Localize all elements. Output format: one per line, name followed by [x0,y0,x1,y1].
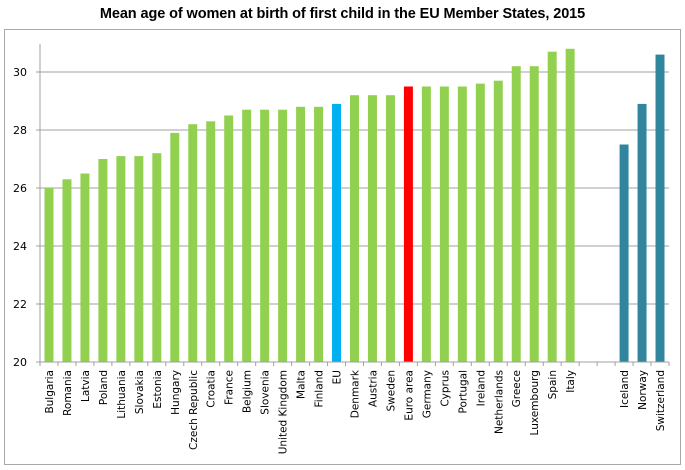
bar-united-kingdom [278,109,288,362]
bar-cyprus [439,86,449,362]
bar-finland [314,106,324,362]
bar-slovenia [260,109,270,362]
bars [44,48,665,363]
bar-hungary [170,132,180,362]
bar-poland [98,159,108,362]
x-tick-label: Latvia [80,370,92,402]
x-tick-label: Hungary [170,370,182,415]
x-tick-label: Iceland [619,370,631,408]
bar-denmark [350,95,359,362]
axes [36,44,670,366]
x-tick-label: Switzerland [655,370,667,431]
bar-france [224,115,234,362]
chart-frame [4,29,681,465]
y-tick-label: 20 [13,356,27,369]
x-tick-label: Greece [511,370,523,407]
x-tick-label: Estonia [152,370,164,409]
x-tick-label: Luxembourg [529,370,541,435]
x-tick-label: Bulgaria [44,370,56,414]
bar-estonia [152,153,162,362]
bar-malta [296,106,306,362]
bar-romania [62,179,72,362]
x-tick-label: Czech Republic [188,370,200,450]
x-tick-label: Lithuania [116,370,128,419]
x-tick-label: Portugal [457,370,469,414]
x-tick-label: EU [332,370,344,384]
x-tick-label: Denmark [350,369,362,418]
x-tick-label: Ireland [475,370,487,406]
x-tick-label: Spain [547,370,559,399]
bar-ireland [475,83,485,362]
x-tick-label: Euro area [403,370,415,421]
bar-spain [547,51,557,362]
bar-germany [421,86,431,362]
x-tick-label: Austria [367,370,379,407]
y-tick-label: 22 [13,298,27,311]
bar-belgium [242,109,252,362]
x-tick-label: Norway [637,370,649,410]
x-tick-label: Romania [62,370,74,416]
x-tick-label: Belgium [242,370,254,413]
y-tick-label: 28 [13,124,27,137]
x-tick-label: France [224,370,236,405]
x-tick-label: Netherlands [493,370,505,434]
bar-euro-area [403,86,413,362]
bar-norway [637,103,647,363]
x-tick-label: Croatia [206,370,218,408]
x-tick-labels: Bulgaria Romania Latvia Poland Lithuania Slov… [44,369,667,454]
bar-czech-republic [188,124,198,362]
bar-bulgaria [44,188,54,362]
x-tick-label: Sweden [385,370,397,412]
bar-italy [565,48,575,363]
x-tick-label: Italy [565,370,577,393]
chart-title: Mean age of women at birth of first chil… [99,6,586,22]
x-tick-label: United Kingdom [278,370,290,454]
x-tick-label: Poland [98,370,110,405]
bar-sweden [385,95,395,362]
x-tick-label: Slovakia [134,370,146,414]
bar-austria [367,95,377,362]
bar-greece [511,66,521,362]
bar-lithuania [116,156,126,362]
x-tick-label: Finland [314,370,326,408]
y-tick-label: 30 [13,66,27,79]
bar-switzerland [655,54,665,362]
bar-luxembourg [529,66,539,362]
x-tick-label: Germany [421,370,433,418]
bar-eu [332,103,342,363]
bar-iceland [619,144,629,362]
y-tick-label: 26 [13,182,27,195]
bar-slovakia [134,156,144,362]
x-tick-label: Slovenia [260,370,272,415]
y-tick-label: 24 [13,240,27,253]
bar-netherlands [493,80,503,362]
bar-latvia [80,173,90,362]
x-tick-label: Malta [296,370,308,399]
bar-portugal [457,86,467,362]
x-tick-label: Cyprus [439,370,451,407]
bar-croatia [206,121,216,362]
y-tick-labels: 20 22 24 26 28 30 [13,66,27,369]
